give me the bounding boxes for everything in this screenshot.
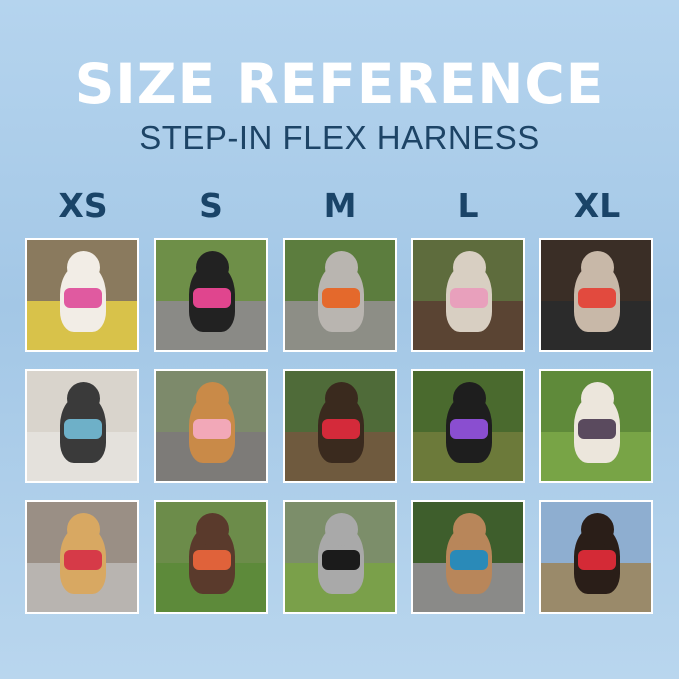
harness <box>193 419 231 440</box>
harness <box>322 550 360 571</box>
harness <box>578 288 616 309</box>
dog-photo-m <box>283 238 397 352</box>
dog-photo-xs <box>25 500 139 614</box>
dog-head <box>195 251 229 284</box>
dog-photo-l <box>411 500 525 614</box>
harness <box>450 550 488 571</box>
dog-head <box>580 513 614 546</box>
dog-head <box>580 251 614 284</box>
dog-photo-s <box>154 238 268 352</box>
harness <box>193 550 231 571</box>
harness <box>64 550 102 571</box>
dog-head <box>452 513 486 546</box>
size-label-s: S <box>199 186 223 225</box>
dog-head <box>324 251 358 284</box>
size-label-xs: XS <box>58 186 108 225</box>
size-label-xl: XL <box>573 186 621 225</box>
harness <box>322 419 360 440</box>
dog-head <box>452 382 486 415</box>
dog-photo-xl <box>539 500 653 614</box>
harness <box>64 419 102 440</box>
dog-photo-xl <box>539 238 653 352</box>
dog-head <box>66 382 100 415</box>
page-title: SIZE REFERENCE <box>74 52 605 116</box>
dog-head <box>66 251 100 284</box>
dog-photo-l <box>411 369 525 483</box>
harness <box>450 288 488 309</box>
dog-head <box>66 513 100 546</box>
dog-head <box>580 382 614 415</box>
harness <box>450 419 488 440</box>
dog-photo-s <box>154 369 268 483</box>
harness <box>322 288 360 309</box>
dog-head <box>452 251 486 284</box>
dog-photo-s <box>154 500 268 614</box>
dog-head <box>324 382 358 415</box>
size-label-l: L <box>457 186 479 225</box>
dog-photo-xs <box>25 238 139 352</box>
dog-photo-xl <box>539 369 653 483</box>
harness <box>578 550 616 571</box>
harness <box>193 288 231 309</box>
page-subtitle: STEP-IN FLEX HARNESS <box>139 119 540 156</box>
harness <box>578 419 616 440</box>
dog-head <box>195 513 229 546</box>
dog-photo-m <box>283 369 397 483</box>
dog-photo-l <box>411 238 525 352</box>
size-label-m: M <box>323 186 357 225</box>
dog-head <box>195 382 229 415</box>
dog-photo-m <box>283 500 397 614</box>
harness <box>64 288 102 309</box>
dog-photo-xs <box>25 369 139 483</box>
dog-head <box>324 513 358 546</box>
